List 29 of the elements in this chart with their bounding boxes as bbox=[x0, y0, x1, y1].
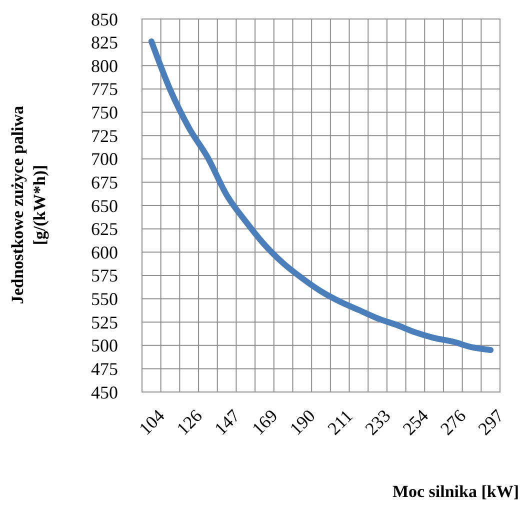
y-axis-title: Jednostkowe zużyce paliwa [g/(kW*h)] bbox=[8, 105, 49, 304]
x-tick-label: 126 bbox=[172, 406, 206, 439]
x-axis-title: Moc silnika [kW] bbox=[392, 482, 519, 501]
x-tick-label: 297 bbox=[474, 406, 508, 439]
y-tick-label: 525 bbox=[91, 312, 118, 332]
x-tick-label: 147 bbox=[210, 406, 244, 439]
y-tick-label: 475 bbox=[91, 358, 118, 379]
y-tick-label: 725 bbox=[91, 126, 118, 146]
y-tick-label: 750 bbox=[91, 102, 118, 123]
y-tick-label: 650 bbox=[91, 196, 118, 216]
x-tick-label: 276 bbox=[436, 406, 470, 439]
y-tick-label: 675 bbox=[91, 172, 118, 192]
y-tick-label: 800 bbox=[91, 56, 118, 76]
y-tick-label: 850 bbox=[91, 9, 118, 30]
y-tick-label: 775 bbox=[91, 79, 118, 100]
y-tick-label: 825 bbox=[91, 32, 118, 53]
y-tick-label: 600 bbox=[91, 242, 118, 262]
y-tick-label: 625 bbox=[91, 219, 118, 240]
x-tick-label: 190 bbox=[286, 406, 319, 439]
x-tick-label: 254 bbox=[398, 406, 432, 439]
x-tick-label: 169 bbox=[248, 406, 282, 439]
x-tick-label: 104 bbox=[135, 406, 168, 439]
x-tick-label: 233 bbox=[361, 406, 394, 439]
y-tick-label: 700 bbox=[91, 149, 118, 170]
y-tick-label: 550 bbox=[91, 289, 118, 310]
x-tick-label: 211 bbox=[324, 406, 356, 439]
y-tick-label: 450 bbox=[91, 382, 118, 402]
y-tick-label: 575 bbox=[91, 266, 118, 286]
y-tick-label: 500 bbox=[91, 336, 118, 356]
